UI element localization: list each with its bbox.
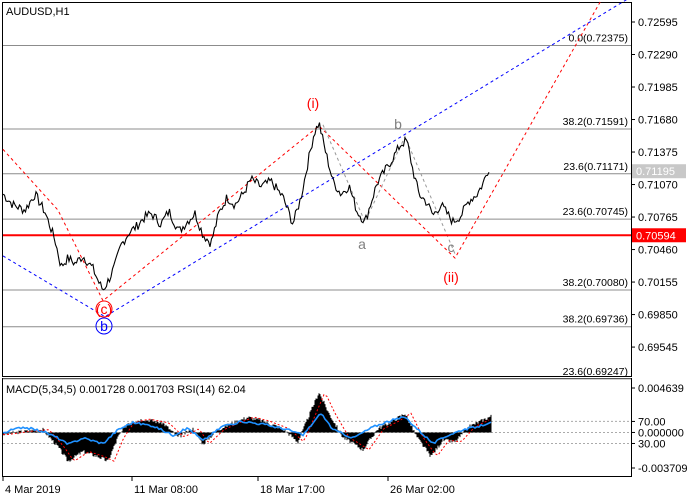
- projection-grey-dashed: [322, 124, 456, 255]
- wave-label: (ii): [443, 269, 459, 285]
- price-axis-label: 0.72290: [638, 50, 678, 62]
- current-price-label: 0.71195: [636, 166, 675, 178]
- fib-level-label: 38.2(0.69736): [563, 314, 628, 326]
- wave-circle: [95, 317, 113, 335]
- wave-labels: (i)ba c(ii)(c)b: [95, 95, 459, 335]
- fib-level-label: 0.0(0.72375): [568, 32, 628, 44]
- indicator-axis-label: -0.003709: [638, 463, 688, 475]
- price-series: [2, 122, 490, 291]
- wave-label: b: [100, 318, 108, 334]
- price-axis-label: 0.70155: [638, 277, 678, 289]
- wave-label: (c): [96, 301, 112, 317]
- wave-label: (i): [307, 95, 319, 111]
- time-axis: 4 Mar 2019 11 Mar 08:00 18 Mar 17:00 26 Mar…: [2, 477, 455, 496]
- price-axis: 0.72595 0.72290 0.71985 0.71680 0.71375 0.710…: [631, 17, 686, 354]
- support-price-label: 0.70594: [636, 230, 676, 242]
- price-axis-label: 0.71375: [638, 147, 678, 159]
- indicator-axis-label: 0.004639: [638, 383, 684, 395]
- price-axis-label: 0.72595: [638, 17, 678, 29]
- indicator-axis-label: 70.00: [638, 416, 666, 428]
- support-line-group: 0.70594: [3, 228, 686, 243]
- wave-circle: [95, 300, 113, 318]
- price-axis-label: 0.71070: [638, 180, 678, 192]
- current-price-tag: [632, 164, 686, 179]
- price-axis-label: 0.70765: [638, 212, 678, 224]
- indicator-label: MACD(5,34,5) 0.001728 0.001703 RSI(14) 6…: [6, 384, 246, 396]
- fib-level-label: 23.6(0.69247): [563, 366, 628, 378]
- wave-label: b: [394, 116, 402, 132]
- chart-title: AUDUSD,H1: [6, 6, 70, 18]
- price-axis-label: 0.71985: [638, 82, 678, 94]
- price-axis-label: 0.69545: [638, 342, 678, 354]
- elliott-projection-lines: [2, 0, 627, 318]
- projection-blue-dashed: [2, 0, 627, 318]
- time-axis-label: 11 Mar 08:00: [134, 484, 198, 496]
- projection-red-dashed: [2, 0, 602, 302]
- fib-level-label: 38.2(0.71591): [563, 116, 628, 128]
- fib-level-label: 23.6(0.70745): [563, 206, 628, 218]
- support-price-tag: [632, 228, 686, 243]
- price-panel-frame: [2, 2, 632, 377]
- price-axis-label: 0.70460: [638, 245, 678, 257]
- price-line: [2, 122, 490, 291]
- rsi-line: [2, 413, 492, 446]
- indicator-axis-label: 0.000000: [638, 427, 684, 439]
- wave-label: a: [358, 236, 366, 252]
- fib-level-label: 38.2(0.70080): [563, 277, 628, 289]
- wave-label: c: [448, 239, 455, 255]
- price-axis-label: 0.69850: [638, 310, 678, 322]
- price-axis-label: 0.71680: [638, 115, 678, 127]
- fib-level-label: 23.6(0.71171): [563, 161, 628, 173]
- indicator-axis-label: 30.00: [638, 438, 666, 450]
- time-axis-label: 26 Mar 02:00: [390, 484, 455, 496]
- fib-levels: 0.0(0.72375) 38.2(0.71591) 23.6(0.71171) 23…: [3, 32, 631, 380]
- macd-signal-line: [3, 393, 490, 462]
- time-axis-label: 4 Mar 2019: [5, 484, 61, 496]
- time-axis-label: 18 Mar 17:00: [260, 484, 325, 496]
